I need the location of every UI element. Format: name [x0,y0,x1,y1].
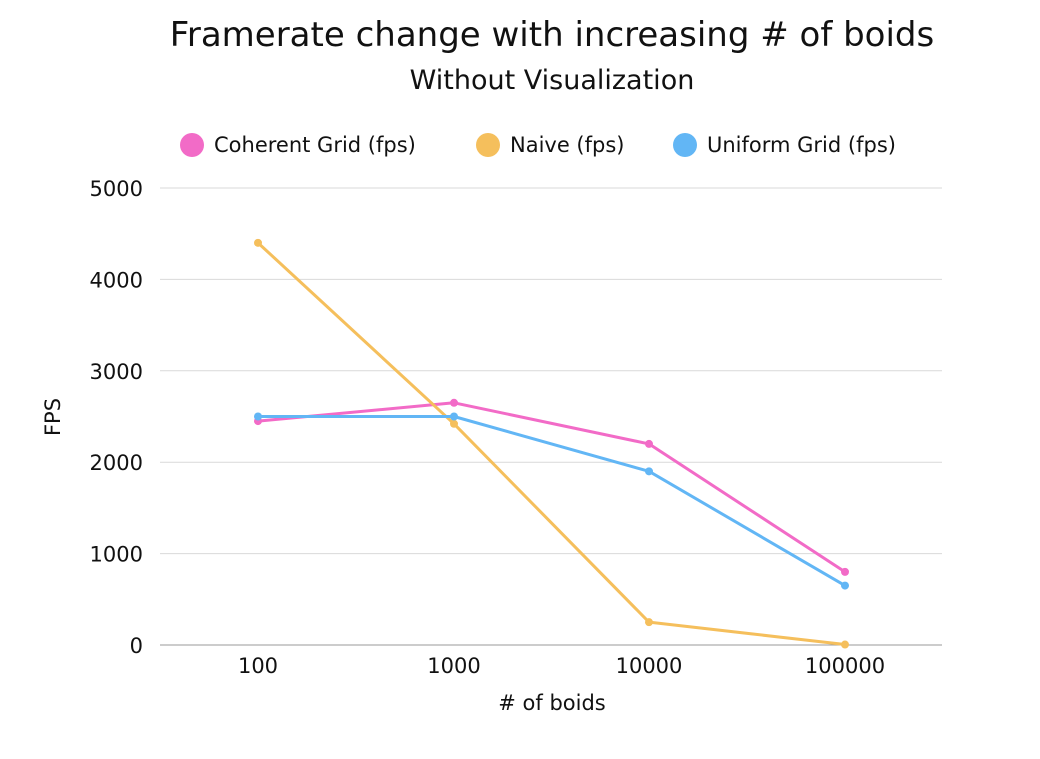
legend-label: Uniform Grid (fps) [707,133,896,157]
y-axis-ticks: 0 1000 2000 3000 4000 5000 [90,177,143,658]
data-point [645,467,653,476]
legend-item: Uniform Grid (fps) [673,133,896,157]
y-tick-label: 5000 [90,177,143,201]
chart-title: Framerate change with increasing # of bo… [170,15,934,55]
series-line [256,241,847,647]
chart-subtitle: Without Visualization [410,65,695,96]
legend-label: Naive (fps) [510,133,625,157]
x-axis-ticks: 100 1000 10000 100000 [238,654,885,678]
y-tick-label: 2000 [90,451,143,475]
x-tick-label: 100 [238,654,278,678]
series-line [256,415,847,588]
y-tick-label: 1000 [90,543,143,567]
series-line [256,401,847,574]
x-tick-label: 10000 [616,654,683,678]
data-point [841,567,849,576]
data-point [254,238,262,247]
series-layer [254,238,849,649]
data-point [450,419,458,428]
series-group [254,412,849,590]
data-point [450,412,458,421]
legend-item: Coherent Grid (fps) [180,133,416,157]
y-tick-label: 3000 [90,360,143,384]
legend-swatch [673,133,697,157]
legend-label: Coherent Grid (fps) [214,133,416,157]
data-point [645,618,653,627]
y-axis-label: FPS [41,398,65,436]
data-point [645,439,653,448]
y-tick-label: 0 [130,634,143,658]
legend: Coherent Grid (fps) Naive (fps) Uniform Gr… [180,133,896,157]
data-point [841,581,849,590]
x-tick-label: 1000 [427,654,480,678]
legend-swatch [476,133,500,157]
x-tick-label: 100000 [805,654,885,678]
data-point [450,398,458,407]
legend-swatch [180,133,204,157]
data-point [254,412,262,421]
gridlines [160,187,942,646]
series-group [254,238,849,649]
x-axis-label: # of boids [498,691,605,715]
legend-item: Naive (fps) [476,133,625,157]
data-point [841,640,849,649]
y-tick-label: 4000 [90,268,143,292]
series-group [254,398,849,576]
